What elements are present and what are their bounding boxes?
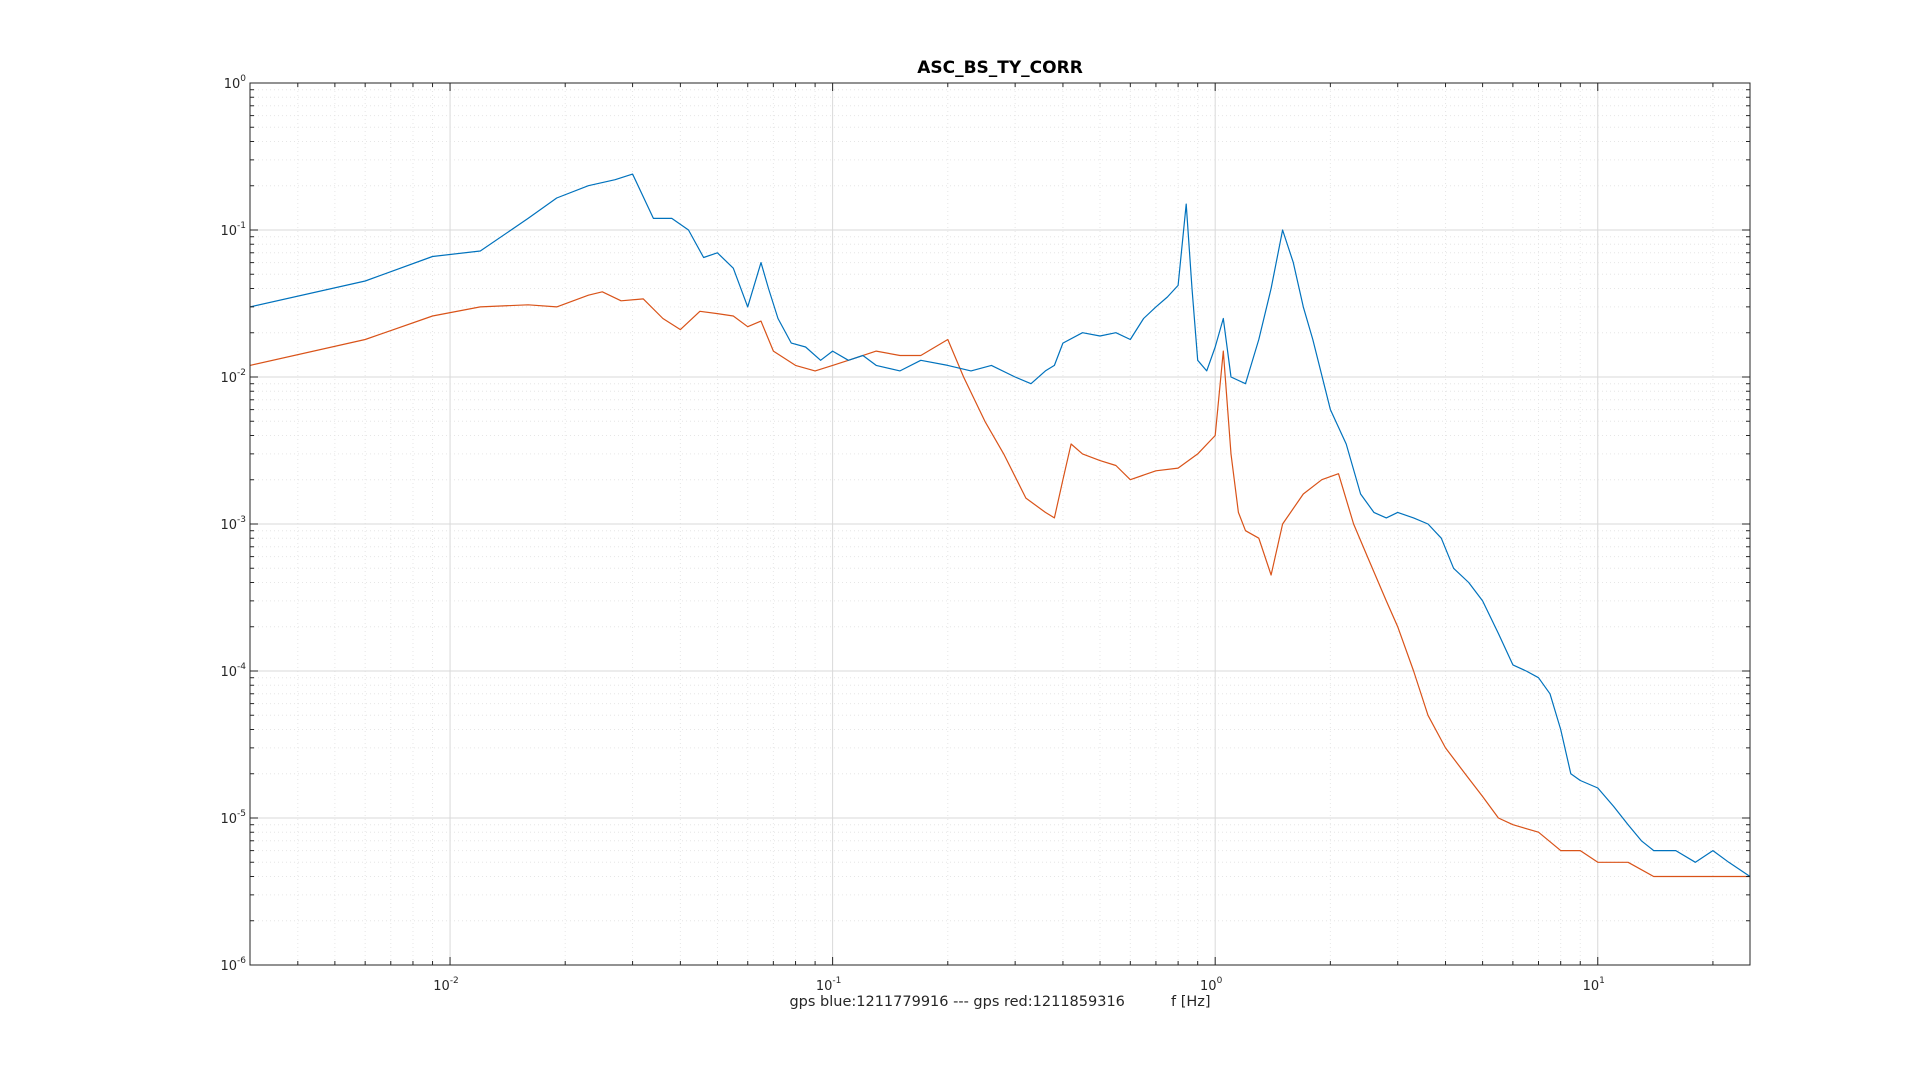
y-tick-label: 10-1 (220, 221, 246, 239)
grid (249, 82, 1750, 966)
y-tick-label: 10-2 (220, 368, 246, 386)
chart-title: ASC_BS_TY_CORR (917, 58, 1083, 78)
x-tick-label: 10-2 (433, 976, 459, 994)
x-tick-label: 101 (1583, 976, 1605, 994)
y-tick-label: 10-3 (220, 515, 246, 533)
x-tick-label: 10-1 (816, 976, 842, 994)
y-tick-label: 100 (224, 74, 247, 92)
y-tick-label: 10-5 (220, 809, 246, 827)
y-tick-label: 10-4 (220, 662, 246, 680)
series-line-blue (249, 173, 1751, 877)
series-line-red (249, 291, 1750, 878)
series-layer (249, 173, 1751, 878)
y-tick-label: 10-6 (220, 956, 246, 974)
tick-labels: 10-2 10-1 100 101 100 10-1 10-2 10-3 10-4 10-5 10-… (220, 74, 1604, 994)
ticks (249, 82, 1750, 966)
x-axis-label: gps blue:1211779916 --- gps red:12118593… (789, 994, 1210, 1010)
x-tick-label: 100 (1200, 976, 1223, 994)
